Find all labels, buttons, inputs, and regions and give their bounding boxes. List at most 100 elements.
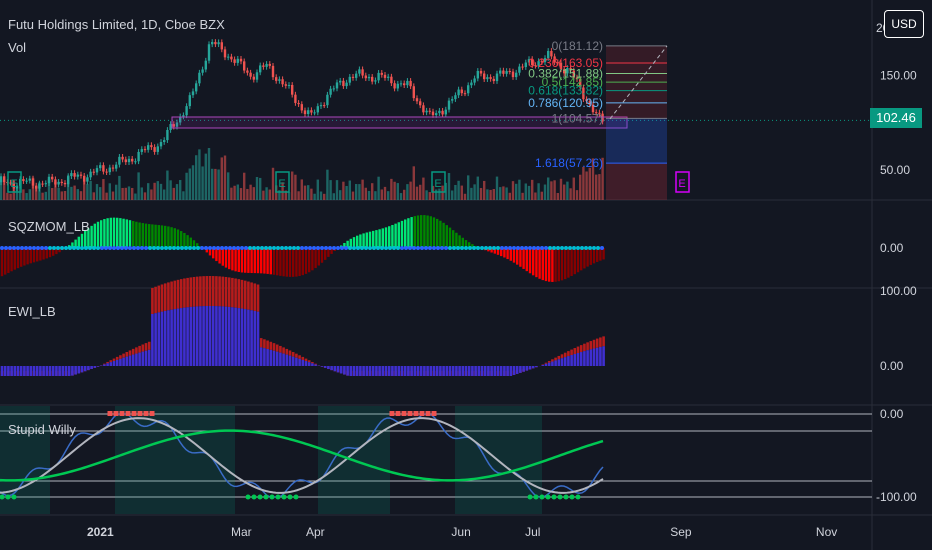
ewi-bar-blue bbox=[295, 357, 298, 366]
volume-bar bbox=[211, 168, 214, 200]
ewi-bar-blue bbox=[554, 360, 557, 366]
volume-bar bbox=[47, 179, 51, 200]
candle-body bbox=[169, 124, 172, 130]
earnings-marker-box bbox=[7, 171, 22, 193]
sqzmom-bar bbox=[84, 230, 87, 248]
candle-body bbox=[332, 88, 335, 90]
ewi-bar-red bbox=[234, 278, 237, 308]
volume-bar bbox=[495, 176, 499, 200]
ewi-bar-blue bbox=[506, 366, 509, 376]
y-tick-label: 50.00 bbox=[880, 163, 910, 177]
candle-body bbox=[447, 100, 451, 110]
candle-body bbox=[521, 66, 524, 68]
sqzmom-bar bbox=[32, 248, 36, 263]
candle-body bbox=[476, 70, 479, 79]
ewi-bar-red bbox=[131, 348, 135, 355]
volume-bar bbox=[25, 193, 28, 200]
volume-bar bbox=[99, 187, 102, 200]
earnings-marker: E bbox=[434, 178, 441, 190]
volume-bar bbox=[547, 177, 550, 200]
ewi-bar-red bbox=[291, 352, 295, 357]
ewi-bar-blue bbox=[35, 366, 39, 376]
sqzmom-bar bbox=[375, 230, 378, 248]
candle-body bbox=[262, 65, 265, 67]
sqzmom-dot bbox=[372, 246, 376, 250]
sqzmom-bar bbox=[602, 248, 605, 260]
sqzmom-dot bbox=[260, 246, 264, 250]
sqzmom-dot bbox=[524, 246, 528, 250]
sqzmom-dot bbox=[96, 246, 100, 250]
candle-body bbox=[559, 62, 563, 70]
volume-bar bbox=[383, 186, 387, 200]
sqzmom-dot bbox=[288, 246, 292, 250]
candle-body bbox=[214, 42, 217, 45]
currency-button[interactable]: USD bbox=[884, 10, 924, 38]
volume-bar bbox=[348, 180, 351, 200]
volume-bar bbox=[153, 182, 156, 200]
sqzmom-bar bbox=[359, 234, 362, 248]
candle-body bbox=[502, 70, 505, 74]
candle-body bbox=[579, 79, 582, 88]
sqzmom-dot bbox=[460, 246, 464, 250]
candle-body bbox=[204, 60, 207, 70]
volume-bar bbox=[89, 180, 92, 200]
volume-bar bbox=[527, 185, 531, 200]
candle-body bbox=[255, 72, 259, 80]
ewi-bar-blue bbox=[131, 354, 135, 366]
candle-body bbox=[537, 61, 540, 66]
sqzmom-dot bbox=[356, 246, 360, 250]
volume-bar bbox=[67, 175, 70, 200]
ewi-bar-red bbox=[544, 362, 548, 364]
candle-body bbox=[371, 76, 374, 82]
ewi-bar-red bbox=[579, 345, 583, 353]
ewi-bar-blue bbox=[461, 366, 465, 376]
volume-bar bbox=[239, 188, 243, 200]
volume-bar bbox=[422, 177, 425, 200]
ewi-bar-red bbox=[554, 357, 557, 361]
candle-body bbox=[243, 61, 246, 71]
sqzmom-bar bbox=[384, 227, 388, 248]
volume-bar bbox=[41, 192, 44, 200]
fib-level-label: 0.618(133.82) bbox=[528, 84, 603, 98]
sqzmom-bar bbox=[368, 231, 372, 248]
volume-bar bbox=[191, 165, 195, 200]
last-price-tag: 102.46 bbox=[870, 108, 922, 128]
sqzmom-bar bbox=[538, 248, 541, 279]
sqzmom-dot bbox=[500, 246, 504, 250]
volume-bar bbox=[438, 188, 441, 200]
sqzmom-dot bbox=[556, 246, 560, 250]
sqzmom-dot bbox=[472, 246, 476, 250]
ewi-bar-red bbox=[135, 347, 138, 354]
sqzmom-bar bbox=[468, 242, 471, 248]
sqzmom-bar bbox=[253, 248, 256, 274]
sqzmom-bar bbox=[586, 248, 589, 267]
candle-body bbox=[163, 140, 166, 143]
willy-oversold-marker bbox=[293, 494, 299, 500]
candle-body bbox=[287, 84, 291, 86]
volume-bar bbox=[511, 181, 515, 200]
ewi-bar-blue bbox=[7, 366, 10, 376]
candle-body bbox=[150, 145, 153, 148]
volume-bar bbox=[559, 178, 563, 200]
volume-bar bbox=[390, 178, 393, 200]
ewi-bar-red bbox=[266, 340, 269, 350]
ewi-bar-blue bbox=[349, 366, 353, 376]
volume-bar bbox=[364, 187, 367, 200]
volume-bar bbox=[95, 184, 99, 200]
ewi-bar-blue bbox=[583, 351, 586, 366]
volume-bar bbox=[31, 177, 35, 200]
willy-oversold-marker bbox=[551, 494, 557, 500]
candle-body bbox=[60, 181, 63, 183]
sqzmom-bar bbox=[106, 218, 109, 248]
sqzmom-dot bbox=[568, 246, 572, 250]
sqzmom-bar bbox=[541, 248, 544, 281]
earnings-marker-box bbox=[275, 171, 290, 193]
candle-body bbox=[553, 56, 556, 63]
sqzmom-bar bbox=[23, 248, 26, 266]
volume-bar bbox=[489, 189, 492, 200]
sqzmom-dot bbox=[448, 246, 452, 250]
candle-body bbox=[463, 93, 467, 95]
sqzmom-dot bbox=[520, 246, 524, 250]
ewi-bar-red bbox=[253, 283, 257, 311]
